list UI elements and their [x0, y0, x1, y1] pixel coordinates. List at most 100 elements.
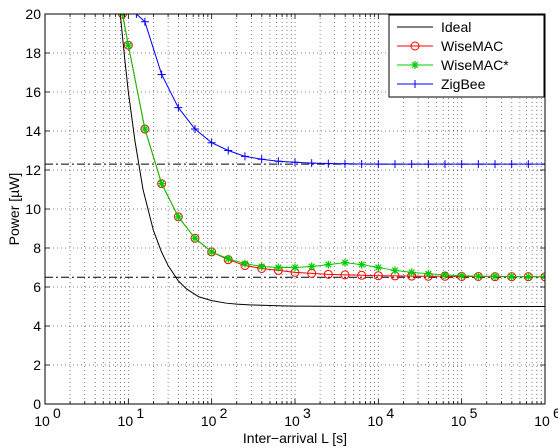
legend: Ideal WiseMAC WiseMAC* ZigBee [388, 14, 545, 98]
y-tick-label: 8 [33, 240, 41, 256]
marker-star [441, 270, 449, 279]
y-tick-label: 4 [33, 318, 41, 334]
marker-plus [491, 160, 499, 169]
marker-star [407, 268, 416, 277]
marker-plus [374, 160, 383, 169]
x-tick-exponent: 0 [53, 405, 61, 421]
marker-plus [441, 160, 449, 169]
legend-label: WiseMAC* [441, 57, 509, 73]
legend-label: WiseMAC [441, 38, 503, 54]
legend-item: WiseMAC* [397, 57, 509, 73]
y-tick-label: 10 [25, 201, 41, 217]
marker-plus [274, 157, 283, 166]
marker-star [491, 272, 499, 281]
series-wisemac- [118, 14, 545, 281]
x-tick-exponent: 6 [553, 405, 558, 421]
x-tick-exponent: 5 [470, 405, 478, 421]
y-tick-label: 12 [25, 162, 41, 178]
x-tick-label: 10 [284, 413, 300, 429]
y-tick-label: 0 [33, 396, 41, 412]
marker-plus [257, 155, 266, 164]
x-tick-label: 10 [118, 413, 134, 429]
marker-plus [140, 17, 149, 26]
y-axis-label: Power [µW] [6, 173, 22, 246]
marker-star [424, 269, 433, 278]
marker-plus [507, 160, 516, 169]
x-tick-label: 10 [201, 413, 217, 429]
marker-star [391, 266, 399, 275]
marker-plus [291, 158, 299, 167]
legend-label: Ideal [441, 19, 471, 35]
marker-star [274, 263, 283, 272]
x-tick-exponent: 4 [386, 405, 394, 421]
marker-plus [474, 160, 483, 169]
marker-circle [373, 271, 383, 281]
marker-star [357, 260, 366, 269]
marker-plus [207, 138, 216, 147]
x-tick-label: 10 [451, 413, 467, 429]
marker-plus [524, 160, 533, 169]
series-ideal [119, 14, 545, 307]
marker-star [191, 234, 200, 243]
marker-plus [424, 160, 433, 169]
marker-plus [357, 159, 366, 168]
marker-star [140, 125, 149, 134]
marker-star [257, 262, 266, 271]
marker-plus [340, 159, 349, 168]
x-tick-exponent: 3 [303, 405, 311, 421]
marker-star [507, 272, 516, 281]
marker-plus [174, 103, 183, 112]
marker-plus [157, 70, 166, 79]
marker-star [411, 61, 419, 69]
marker-plus [457, 160, 466, 169]
y-tick-label: 18 [25, 45, 41, 61]
y-tick-label: 6 [33, 279, 41, 295]
legend-label: ZigBee [441, 76, 486, 92]
x-tick-exponent: 1 [136, 405, 144, 421]
marker-star [240, 259, 249, 268]
legend-item: ZigBee [397, 76, 486, 92]
marker-star [157, 179, 166, 188]
marker-plus [132, 14, 141, 18]
marker-plus [191, 125, 200, 134]
marker-star [174, 212, 183, 221]
series-zigbee [132, 14, 545, 169]
marker-star [224, 254, 233, 263]
x-axis-label: Inter−arrival L [s] [243, 430, 347, 446]
marker-star [340, 258, 349, 267]
marker-circle [323, 269, 333, 279]
marker-star [524, 272, 533, 281]
marker-plus [391, 160, 399, 169]
marker-plus [411, 80, 419, 88]
marker-circle [340, 270, 350, 280]
y-tick-label: 2 [33, 357, 41, 373]
marker-star [307, 262, 316, 271]
marker-plus [240, 152, 249, 161]
series-group [117, 14, 545, 307]
x-tick-label: 10 [534, 413, 550, 429]
y-tick-label: 20 [25, 6, 41, 22]
marker-plus [224, 146, 233, 155]
y-tick-label: 14 [25, 123, 41, 139]
marker-circle [410, 41, 420, 51]
y-tick-label: 16 [25, 84, 41, 100]
marker-plus [407, 160, 416, 169]
x-tick-exponent: 2 [220, 405, 228, 421]
series-line [119, 14, 545, 307]
marker-star [124, 41, 133, 50]
marker-star [207, 247, 216, 256]
marker-circle [357, 270, 367, 280]
marker-plus [541, 160, 545, 169]
x-tick-label: 10 [34, 413, 50, 429]
marker-star [291, 263, 299, 272]
legend-item: WiseMAC [397, 38, 503, 54]
marker-star [374, 263, 383, 272]
marker-plus [307, 159, 316, 168]
marker-star [324, 260, 333, 269]
marker-star [474, 272, 483, 281]
legend-item: Ideal [397, 19, 471, 35]
x-tick-label: 10 [368, 413, 384, 429]
